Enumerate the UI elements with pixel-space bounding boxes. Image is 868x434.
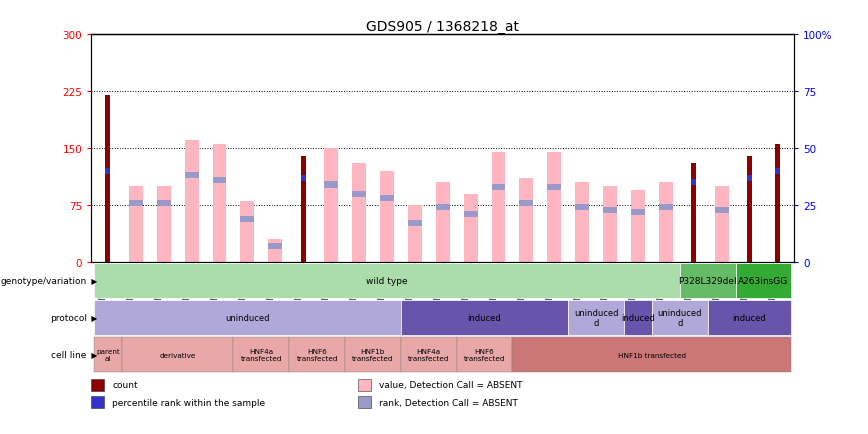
Bar	[157, 187, 171, 263]
Bar	[736, 264, 792, 298]
Bar	[128, 187, 142, 263]
Bar	[91, 396, 104, 408]
Bar	[352, 164, 366, 263]
Bar	[185, 141, 199, 263]
Bar	[436, 205, 450, 211]
Bar	[289, 338, 345, 372]
Bar	[457, 338, 512, 372]
Bar	[94, 264, 680, 298]
Text: derivative: derivative	[160, 352, 196, 358]
Text: HNF6
transfected: HNF6 transfected	[296, 349, 338, 361]
Bar	[345, 338, 401, 372]
Bar	[213, 178, 227, 184]
Bar	[624, 301, 652, 335]
Text: HNF4a
transfected: HNF4a transfected	[240, 349, 282, 361]
Text: wild type: wild type	[366, 276, 408, 286]
Bar	[631, 191, 645, 263]
Text: HNF4a
transfected: HNF4a transfected	[408, 349, 450, 361]
Bar	[105, 168, 110, 174]
Bar	[128, 200, 142, 206]
Text: genotype/variation: genotype/variation	[1, 276, 87, 286]
Bar	[464, 212, 477, 218]
Bar	[775, 145, 780, 263]
Bar	[569, 301, 624, 335]
Text: ▶: ▶	[89, 313, 97, 322]
Text: ▶: ▶	[89, 350, 97, 359]
Bar	[659, 205, 673, 211]
Bar	[652, 301, 707, 335]
Bar	[233, 338, 289, 372]
Bar	[707, 301, 792, 335]
Bar	[352, 191, 366, 197]
Bar	[94, 301, 401, 335]
Bar	[300, 156, 306, 263]
Bar	[380, 171, 394, 263]
Bar	[300, 175, 306, 181]
Bar	[401, 301, 569, 335]
Bar	[491, 152, 505, 263]
Bar	[268, 240, 282, 263]
Bar	[324, 182, 338, 188]
Bar	[659, 183, 673, 263]
Bar	[358, 379, 371, 391]
Bar	[548, 184, 562, 191]
Bar	[408, 206, 422, 263]
Bar	[105, 95, 110, 263]
Text: value, Detection Call = ABSENT: value, Detection Call = ABSENT	[379, 381, 523, 389]
Bar	[408, 221, 422, 227]
Text: parent
al: parent al	[96, 349, 120, 361]
Bar	[268, 243, 282, 250]
Bar	[401, 338, 457, 372]
Text: cell line: cell line	[51, 350, 87, 359]
Bar	[714, 187, 728, 263]
Bar	[185, 173, 199, 179]
Text: HNF1b transfected: HNF1b transfected	[618, 352, 686, 358]
Bar	[240, 202, 254, 263]
Bar	[91, 379, 104, 391]
Bar	[691, 180, 696, 186]
Bar	[519, 179, 533, 263]
Bar	[680, 264, 735, 298]
Bar	[747, 156, 752, 263]
Text: HNF1b
transfected: HNF1b transfected	[352, 349, 394, 361]
Bar	[775, 168, 780, 174]
Bar	[94, 338, 122, 372]
Bar	[491, 184, 505, 191]
Text: uninduced: uninduced	[225, 313, 270, 322]
Bar	[575, 183, 589, 263]
Bar	[575, 205, 589, 211]
Text: percentile rank within the sample: percentile rank within the sample	[112, 398, 266, 407]
Text: induced: induced	[621, 313, 654, 322]
Bar	[380, 196, 394, 202]
Bar	[157, 200, 171, 206]
Bar	[240, 216, 254, 222]
Bar	[464, 194, 477, 263]
Text: HNF6
transfected: HNF6 transfected	[464, 349, 505, 361]
Bar	[714, 207, 728, 213]
Bar	[358, 396, 371, 408]
Bar	[324, 148, 338, 263]
Text: P328L329del: P328L329del	[679, 276, 737, 286]
Text: rank, Detection Call = ABSENT: rank, Detection Call = ABSENT	[379, 398, 518, 407]
Bar	[436, 183, 450, 263]
Title: GDS905 / 1368218_at: GDS905 / 1368218_at	[366, 20, 519, 34]
Bar	[213, 145, 227, 263]
Bar	[603, 207, 617, 213]
Bar	[548, 152, 562, 263]
Text: uninduced
d: uninduced d	[658, 308, 702, 328]
Bar	[603, 187, 617, 263]
Bar	[512, 338, 792, 372]
Text: ▶: ▶	[89, 276, 97, 286]
Text: uninduced
d: uninduced d	[574, 308, 618, 328]
Bar	[691, 164, 696, 263]
Bar	[631, 209, 645, 215]
Text: A263insGG: A263insGG	[739, 276, 789, 286]
Text: induced: induced	[468, 313, 502, 322]
Bar	[122, 338, 233, 372]
Text: induced: induced	[733, 313, 766, 322]
Bar	[519, 200, 533, 206]
Text: protocol: protocol	[49, 313, 87, 322]
Bar	[747, 175, 752, 181]
Text: count: count	[112, 381, 138, 389]
